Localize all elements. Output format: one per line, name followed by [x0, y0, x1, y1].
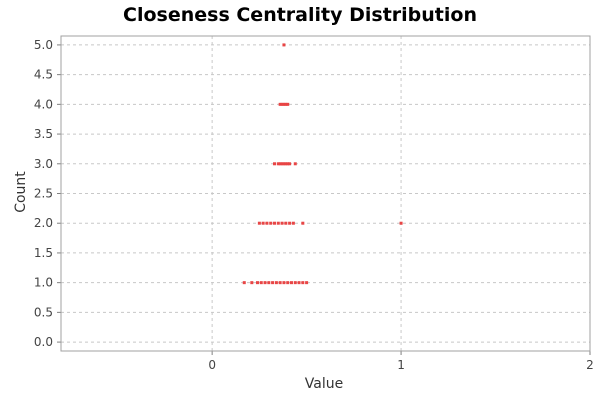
- y-tick-label: 0.5: [34, 305, 53, 319]
- y-tick-label: 0.0: [34, 335, 53, 349]
- data-point: [282, 162, 286, 166]
- y-tick-label: 4.0: [34, 97, 53, 111]
- x-tick-label: 0: [208, 358, 216, 372]
- x-axis-title: Value: [305, 376, 343, 392]
- data-point: [267, 281, 271, 285]
- data-points: [242, 43, 403, 285]
- data-point: [399, 221, 403, 225]
- data-point: [286, 162, 290, 166]
- data-point: [242, 281, 246, 285]
- data-point: [284, 221, 288, 225]
- data-point: [288, 162, 292, 166]
- data-point: [284, 162, 288, 166]
- data-point: [278, 162, 282, 166]
- data-point: [259, 281, 263, 285]
- data-point: [276, 221, 280, 225]
- data-point: [286, 281, 290, 285]
- data-point: [293, 281, 297, 285]
- data-point: [289, 281, 293, 285]
- y-tick-label: 2.5: [34, 187, 53, 201]
- data-point: [297, 281, 301, 285]
- y-tick-label: 1.0: [34, 276, 53, 290]
- data-point: [278, 281, 282, 285]
- y-axis-ticks: 0.0 0.5 1.0 1.5 2.0 2.5 3.0 3.5 4.0 4.5 5.0: [34, 38, 61, 349]
- data-point: [265, 221, 269, 225]
- data-point: [282, 102, 286, 106]
- data-point: [263, 281, 267, 285]
- data-point: [282, 281, 286, 285]
- data-point: [301, 221, 305, 225]
- x-axis-ticks: 0 1 2: [208, 351, 594, 372]
- y-tick-label: 5.0: [34, 38, 53, 52]
- x-tick-label: 1: [397, 358, 405, 372]
- data-point: [293, 162, 297, 166]
- data-point: [286, 102, 290, 106]
- data-point: [276, 162, 280, 166]
- chart-title: Closeness Centrality Distribution: [123, 4, 477, 26]
- data-point: [288, 221, 292, 225]
- y-tick-label: 3.5: [34, 127, 53, 141]
- data-point: [271, 281, 275, 285]
- data-point: [255, 281, 259, 285]
- data-point: [280, 221, 284, 225]
- y-tick-label: 1.5: [34, 246, 53, 260]
- data-point: [274, 281, 278, 285]
- data-point: [272, 221, 276, 225]
- data-point: [261, 221, 265, 225]
- data-point: [280, 102, 284, 106]
- y-tick-label: 3.0: [34, 157, 53, 171]
- y-tick-label: 4.5: [34, 68, 53, 82]
- data-point: [272, 162, 276, 166]
- y-tick-label: 2.0: [34, 216, 53, 230]
- data-point: [291, 221, 295, 225]
- data-point: [284, 102, 288, 106]
- data-point: [269, 221, 273, 225]
- x-tick-label: 2: [586, 358, 594, 372]
- data-point: [301, 281, 305, 285]
- data-point: [305, 281, 309, 285]
- plot-frame: [60, 35, 591, 352]
- data-point: [257, 221, 261, 225]
- data-point: [278, 102, 282, 106]
- data-point: [280, 162, 284, 166]
- data-point: [282, 43, 286, 47]
- y-axis-title: Count: [13, 171, 29, 213]
- data-point: [250, 281, 254, 285]
